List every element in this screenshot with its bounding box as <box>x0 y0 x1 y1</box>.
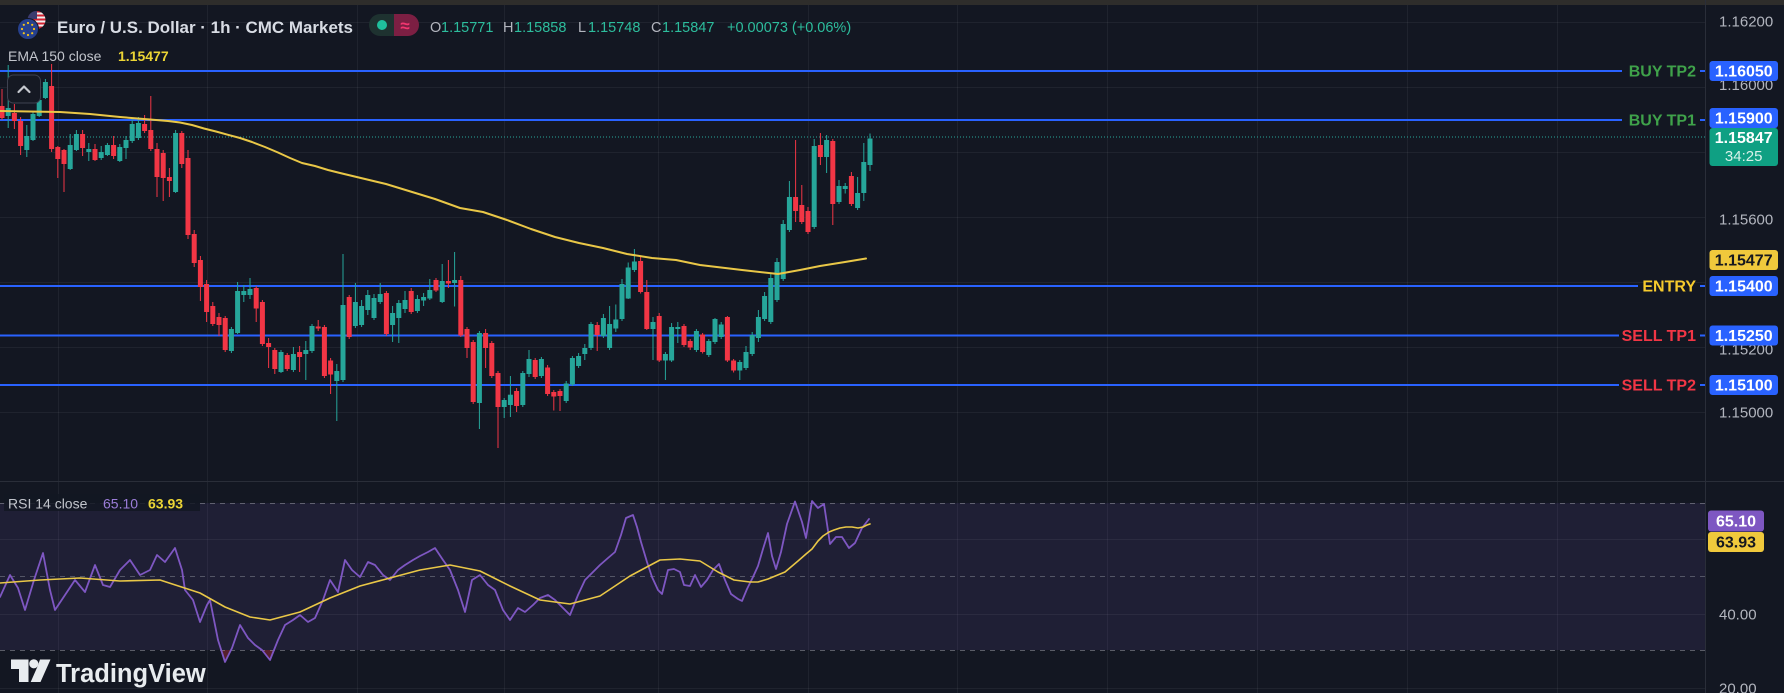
svg-text:+0.00073 (+0.06%): +0.00073 (+0.06%) <box>727 20 851 36</box>
svg-text:1.15900: 1.15900 <box>1715 111 1773 128</box>
svg-text:1.15771: 1.15771 <box>441 20 493 36</box>
svg-text:O: O <box>430 20 441 36</box>
svg-text:1.15200: 1.15200 <box>1719 342 1773 359</box>
svg-text:65.10: 65.10 <box>103 496 138 512</box>
svg-text:1.15400: 1.15400 <box>1715 279 1773 296</box>
svg-text:EMA 150 close: EMA 150 close <box>8 48 102 64</box>
svg-text:65.10: 65.10 <box>1716 514 1756 531</box>
svg-text:1.16000: 1.16000 <box>1719 77 1773 94</box>
svg-text:1.15100: 1.15100 <box>1715 378 1773 395</box>
svg-text:BUY TP2: BUY TP2 <box>1629 64 1696 81</box>
svg-text:ENTRY: ENTRY <box>1642 279 1696 296</box>
svg-text:1.15748: 1.15748 <box>588 20 640 36</box>
svg-text:1.15847: 1.15847 <box>662 20 714 36</box>
svg-text:H: H <box>503 20 513 36</box>
svg-text:C: C <box>651 20 661 36</box>
svg-text:1.15847: 1.15847 <box>1715 130 1773 147</box>
svg-text:1.15858: 1.15858 <box>514 20 566 36</box>
svg-text:1.15250: 1.15250 <box>1715 328 1773 345</box>
svg-text:20.00: 20.00 <box>1719 681 1757 693</box>
svg-text:63.93: 63.93 <box>1716 535 1756 552</box>
svg-text:1.15477: 1.15477 <box>1715 253 1773 270</box>
svg-text:TradingView: TradingView <box>56 660 206 688</box>
svg-text:1.15600: 1.15600 <box>1719 212 1773 229</box>
svg-text:34:25: 34:25 <box>1725 148 1763 165</box>
svg-text:BUY TP1: BUY TP1 <box>1629 113 1696 130</box>
svg-text:1.15477: 1.15477 <box>118 48 169 64</box>
svg-text:Euro / U.S. Dollar · 1h · CMC: Euro / U.S. Dollar · 1h · CMC Markets <box>57 18 353 37</box>
svg-text:63.93: 63.93 <box>148 496 183 512</box>
svg-text:1.15000: 1.15000 <box>1719 405 1773 422</box>
svg-text:SELL TP2: SELL TP2 <box>1622 378 1696 395</box>
svg-text:1.16050: 1.16050 <box>1715 64 1773 81</box>
svg-text:1.16200: 1.16200 <box>1719 14 1773 31</box>
svg-text:SELL TP1: SELL TP1 <box>1622 328 1696 345</box>
svg-text:RSI 14 close: RSI 14 close <box>8 496 88 512</box>
svg-text:40.00: 40.00 <box>1719 607 1757 624</box>
svg-text:L: L <box>578 20 586 36</box>
svg-text:≈: ≈ <box>400 17 409 36</box>
